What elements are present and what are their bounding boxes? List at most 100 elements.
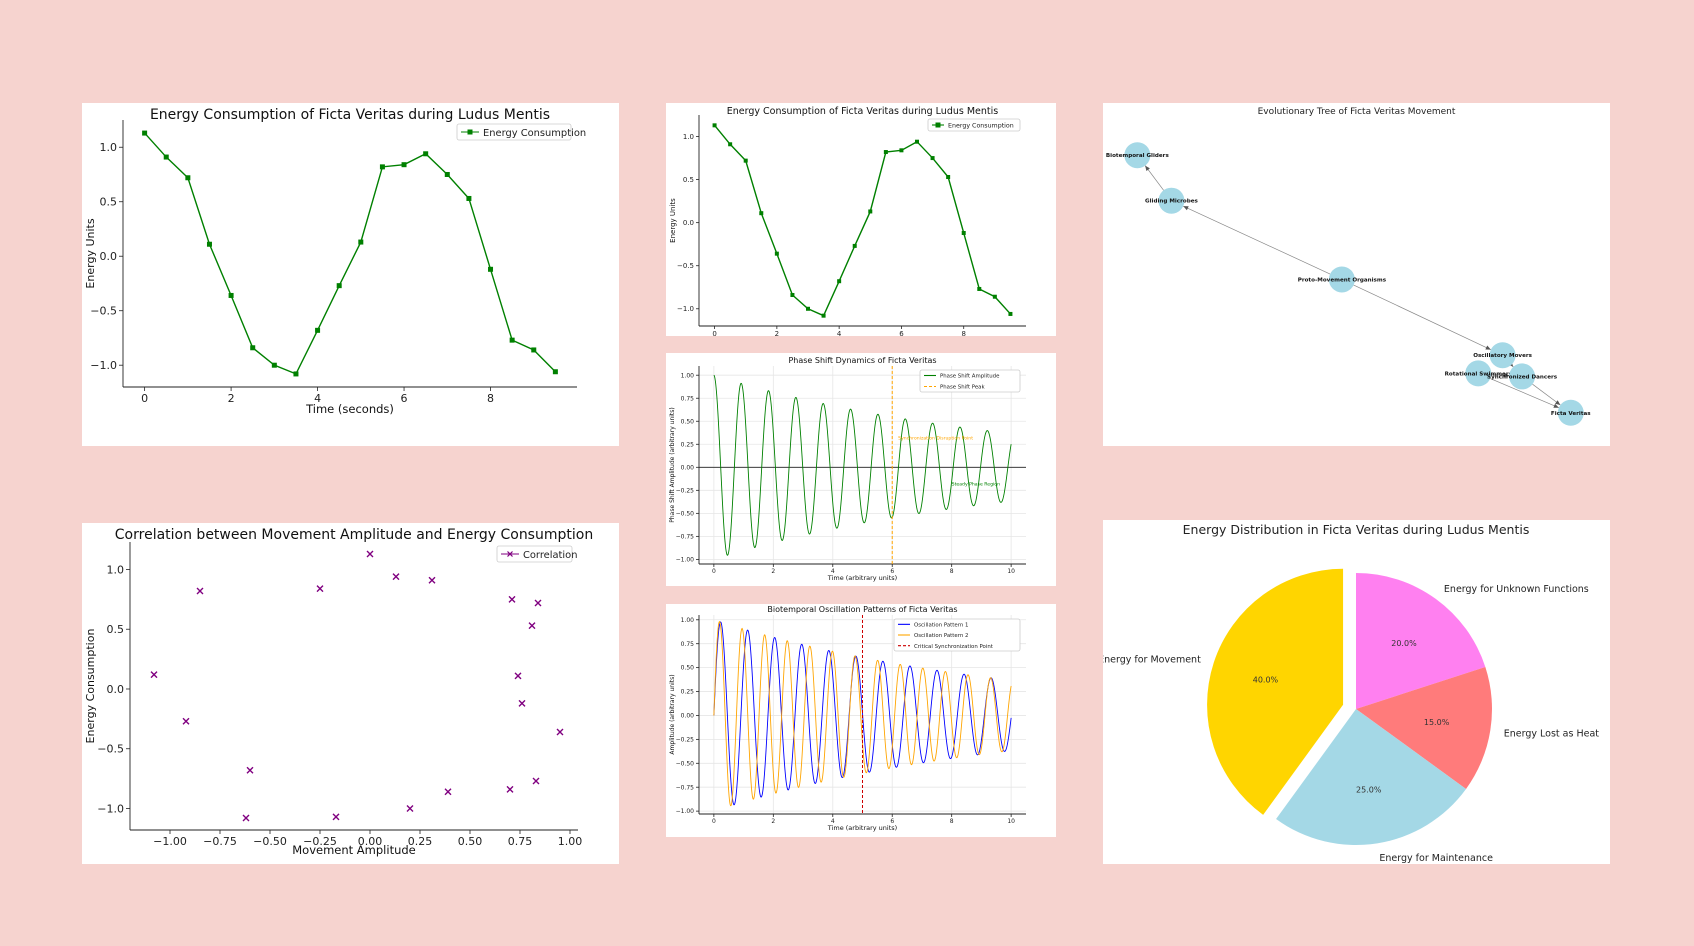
tree-edge-arrow [1183, 206, 1189, 211]
x-tick-label: 0.50 [458, 835, 483, 848]
data-point [206, 241, 212, 247]
y-tick-label: 0.25 [681, 441, 695, 448]
x-tick-label: 8 [950, 568, 954, 575]
tree-edge-arrow [1145, 165, 1150, 171]
y-axis-label: Amplitude (arbitrary units) [669, 674, 676, 754]
legend-box [919, 369, 1021, 393]
scatter-point [506, 785, 514, 793]
tree-node-label: Proto-Movement Organisms [1298, 277, 1387, 283]
energy-chart-small: Energy Consumption of Ficta Veritas duri… [669, 106, 1026, 336]
x-axis-label: Time (seconds) [305, 402, 394, 416]
pie-slice-label: Energy for Maintenance [1379, 853, 1493, 864]
y-tick-label: −0.25 [676, 736, 695, 743]
scatter-point [392, 573, 400, 581]
tree-edge-arrow [1553, 403, 1559, 408]
legend-label: Oscillation Pattern 1 [914, 622, 968, 628]
tree-edge-arrow [1485, 345, 1491, 350]
tree-node [1557, 399, 1584, 426]
scatter-point [428, 576, 436, 584]
scatter-point [182, 717, 190, 725]
scatter-point [366, 550, 374, 558]
x-tick-label: 10 [1007, 568, 1015, 575]
chart-annotation: Synchronization Disruption Point [898, 436, 973, 442]
diagram-title: Evolutionary Tree of Ficta Veritas Movem… [1258, 107, 1456, 117]
x-tick-label: 4 [314, 392, 321, 405]
y-tick-label: −0.25 [676, 487, 695, 494]
tree-node [1465, 360, 1492, 387]
pie-slice-label: Energy for Movement [1103, 655, 1201, 666]
data-point [743, 158, 748, 163]
x-axis-label: Time (arbitrary units) [827, 824, 897, 832]
pie-slice [1356, 573, 1486, 709]
y-tick-label: −0.5 [90, 305, 117, 318]
scatter-point [242, 814, 250, 822]
data-point [185, 175, 191, 181]
data-point [977, 286, 982, 291]
pie-slice [1276, 709, 1467, 845]
correlation-panel: Correlation between Movement Amplitude a… [82, 523, 619, 864]
x-tick-label: 0 [141, 392, 148, 405]
chart-annotation: Steady Phase Region [952, 482, 1000, 488]
y-tick-label: −1.00 [676, 808, 695, 815]
data-point [1008, 311, 1013, 316]
data-point [992, 294, 997, 299]
pie-percent-label: 15.0% [1424, 718, 1450, 727]
y-tick-label: 0.0 [107, 683, 125, 696]
tree-node-label: Synchronized Dancers [1487, 374, 1558, 380]
scatter-point [528, 622, 536, 630]
y-tick-label: −0.75 [676, 533, 695, 540]
scatter-point [246, 766, 254, 774]
chart-title: Energy Consumption of Ficta Veritas duri… [727, 106, 999, 117]
tree-node-label: Oscillatory Movers [1473, 353, 1532, 359]
legend-box [456, 123, 572, 141]
chart-title: Phase Shift Dynamics of Ficta Veritas [788, 356, 936, 365]
y-tick-label: −1.0 [97, 802, 124, 815]
x-tick-label: −0.75 [203, 835, 237, 848]
x-tick-label: 6 [890, 818, 894, 825]
y-axis-label: Energy Consumption [84, 629, 97, 744]
legend-label: Oscillation Pattern 2 [914, 633, 968, 639]
phase-shift-chart: Phase Shift Dynamics of Ficta Veritas 0 2 4… [669, 356, 1026, 582]
tree-node [1328, 266, 1355, 293]
oscillation-pattern-line [713, 621, 1012, 806]
data-point [806, 306, 810, 311]
x-tick-label: 2 [775, 330, 779, 336]
data-point [401, 162, 407, 168]
y-tick-label: 0.5 [107, 623, 125, 636]
data-point [930, 156, 935, 161]
x-tick-label: 4 [831, 568, 835, 575]
x-tick-label: 10 [1007, 818, 1015, 825]
y-tick-label: −1.0 [677, 305, 694, 313]
y-tick-label: 0.50 [681, 665, 695, 672]
scatter-point [556, 728, 564, 736]
data-point [379, 164, 385, 170]
x-tick-label: 6 [899, 330, 904, 336]
energy-chart-large: Energy Consumption of Ficta Veritas duri… [84, 107, 586, 416]
data-point [444, 171, 450, 177]
pie-slice [1356, 666, 1492, 789]
scatter-point [316, 585, 324, 593]
x-tick-label: 0 [712, 568, 716, 575]
data-point [774, 251, 779, 256]
x-tick-label: 8 [961, 330, 965, 336]
legend-label: Phase Shift Peak [940, 385, 985, 391]
data-point [509, 337, 515, 343]
data-point [852, 243, 857, 248]
tree-node [1509, 363, 1536, 390]
data-point [821, 313, 826, 318]
x-tick-label: 2 [771, 568, 775, 575]
data-point [163, 154, 169, 160]
scatter-point [518, 699, 526, 707]
legend-marker [467, 129, 473, 135]
correlation-scatter-chart: Correlation between Movement Amplitude a… [84, 527, 593, 857]
oscillation-chart: Biotemporal Oscillation Patterns of Fict… [669, 605, 1026, 832]
energy-chart-large-panel: Energy Consumption of Ficta Veritas duri… [82, 103, 619, 446]
scatter-point [196, 587, 204, 595]
x-tick-label: −0.25 [303, 835, 337, 848]
data-point [228, 292, 234, 298]
data-point [142, 130, 148, 136]
pie-slice-label: Energy Lost as Heat [1504, 728, 1600, 739]
y-tick-label: 0.75 [681, 395, 695, 402]
data-point [915, 139, 919, 144]
tree-edge-arrow [1503, 372, 1510, 378]
